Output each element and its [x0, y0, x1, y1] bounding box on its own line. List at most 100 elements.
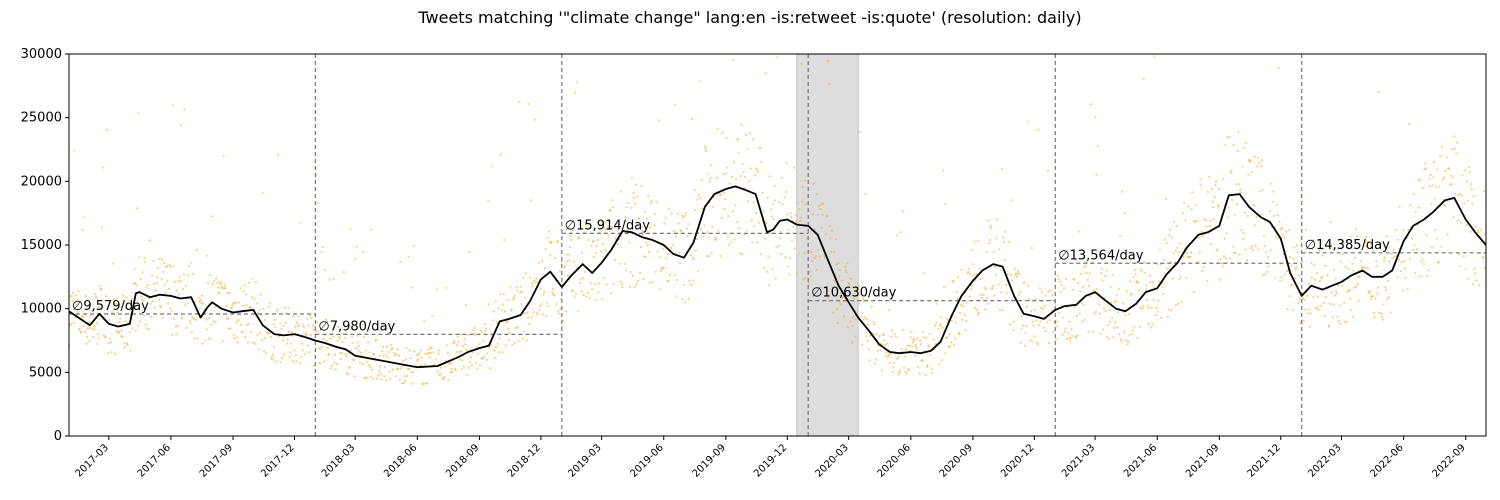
daily-point [583, 270, 586, 273]
daily-point [1362, 244, 1365, 248]
daily-point [234, 301, 237, 304]
daily-point [169, 307, 172, 310]
daily-point [976, 239, 979, 242]
daily-point [738, 227, 741, 230]
daily-point [766, 196, 769, 199]
daily-point [1131, 333, 1134, 336]
daily-point [172, 265, 175, 268]
daily-point [932, 338, 935, 341]
daily-point [308, 351, 311, 354]
daily-point [1039, 320, 1042, 323]
daily-point [113, 352, 116, 355]
daily-point [1036, 341, 1039, 344]
daily-point [979, 277, 982, 280]
daily-point [844, 269, 848, 272]
daily-point [177, 293, 181, 296]
daily-point [1202, 266, 1205, 269]
daily-point [238, 301, 241, 304]
daily-point [1208, 175, 1211, 178]
daily-point [659, 269, 663, 273]
daily-point [1052, 321, 1055, 324]
daily-point [790, 215, 793, 218]
daily-point [306, 344, 310, 347]
daily-point [368, 351, 371, 354]
daily-point [645, 217, 649, 220]
daily-point [502, 293, 505, 296]
daily-point [192, 273, 195, 276]
daily-point [940, 316, 943, 319]
daily-point [1404, 276, 1407, 279]
daily-point [903, 355, 906, 358]
daily-point [1247, 173, 1250, 176]
daily-point [972, 274, 975, 277]
daily-point [922, 336, 925, 339]
daily-point [1233, 213, 1236, 216]
daily-point [900, 347, 903, 350]
daily-point [653, 224, 656, 227]
daily-point [407, 255, 410, 258]
daily-point [929, 353, 932, 356]
daily-point [1040, 290, 1043, 293]
daily-point [1198, 251, 1201, 254]
daily-point [959, 303, 962, 307]
daily-point [928, 332, 931, 335]
daily-point [1453, 135, 1456, 138]
daily-point [1166, 315, 1170, 318]
daily-point [294, 325, 297, 328]
daily-point [1483, 266, 1486, 269]
daily-point [905, 372, 908, 375]
daily-point [763, 237, 767, 240]
daily-point [239, 287, 242, 290]
daily-point [1017, 293, 1020, 296]
daily-point [1465, 223, 1468, 227]
daily-point [1336, 315, 1339, 318]
daily-point [135, 284, 138, 287]
daily-point [369, 375, 372, 378]
daily-point [840, 279, 844, 282]
daily-point [1129, 280, 1132, 283]
daily-point [78, 328, 81, 331]
daily-point [179, 279, 182, 282]
x-tick-label: 2021-12 [1246, 442, 1283, 479]
daily-point [774, 199, 777, 202]
daily-point [1441, 145, 1444, 148]
daily-point [1149, 281, 1152, 284]
daily-point [525, 339, 528, 342]
daily-point [964, 328, 967, 332]
daily-point [134, 281, 137, 284]
daily-point [1366, 244, 1369, 247]
daily-point [1234, 252, 1237, 255]
daily-point [612, 206, 615, 209]
daily-point [676, 212, 680, 215]
daily-point [1218, 278, 1222, 281]
daily-point [1166, 267, 1169, 270]
daily-point [581, 251, 584, 254]
daily-point [1316, 272, 1319, 275]
daily-point [594, 298, 597, 301]
daily-point [471, 351, 474, 354]
daily-point [714, 236, 717, 239]
daily-point [757, 221, 761, 224]
daily-point [312, 328, 315, 331]
daily-point [1334, 277, 1337, 280]
daily-point [533, 279, 536, 282]
daily-point [1075, 314, 1078, 318]
daily-point [398, 378, 401, 381]
daily-point [751, 138, 755, 141]
daily-point [408, 367, 411, 370]
daily-point [491, 319, 495, 322]
daily-point [870, 305, 873, 308]
daily-point [1025, 305, 1028, 308]
daily-point [353, 375, 356, 378]
daily-point [248, 281, 251, 284]
daily-point [703, 145, 707, 148]
daily-point [350, 336, 353, 339]
daily-point [955, 321, 958, 324]
daily-point [865, 335, 868, 338]
daily-point [493, 349, 496, 352]
daily-point [811, 260, 814, 263]
daily-point [261, 338, 264, 342]
daily-point [773, 184, 776, 188]
daily-point [473, 326, 476, 329]
